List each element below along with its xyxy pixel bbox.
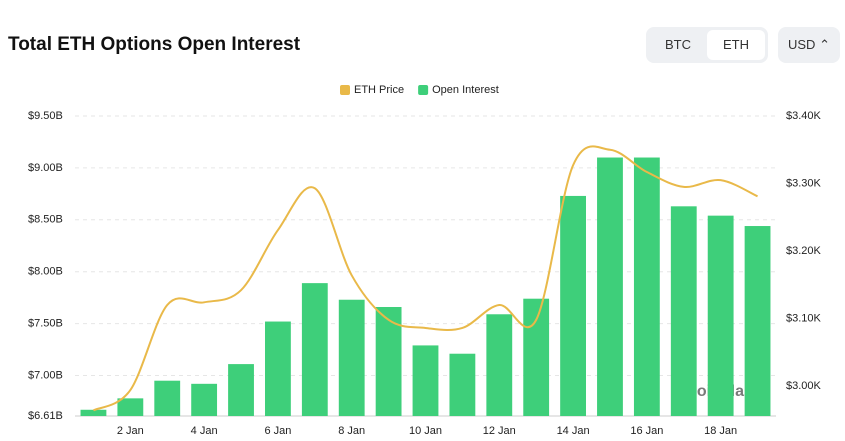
x-tick-label: 16 Jan bbox=[630, 425, 663, 437]
currency-select[interactable]: USD ⌃ bbox=[778, 27, 840, 63]
bar bbox=[412, 345, 439, 416]
y-tick-label: $9.00B bbox=[28, 162, 63, 174]
bar bbox=[301, 283, 328, 416]
y-tick-label: $7.00B bbox=[28, 369, 63, 381]
bar bbox=[338, 299, 365, 416]
y-tick-label: $8.50B bbox=[28, 214, 63, 226]
bar bbox=[560, 195, 586, 416]
bar bbox=[191, 383, 218, 416]
x-tick-label: 18 Jan bbox=[704, 425, 737, 437]
bar bbox=[375, 307, 402, 416]
currency: USD bbox=[788, 37, 816, 52]
bar bbox=[597, 157, 623, 416]
x-tick-label: 10 Jan bbox=[409, 425, 442, 437]
bar bbox=[744, 226, 771, 416]
tab[interactable]: BTC bbox=[665, 37, 691, 52]
x-tick-label: 14 Jan bbox=[557, 425, 590, 437]
y2-tick-label: $3.40K bbox=[786, 110, 822, 122]
bar bbox=[633, 157, 660, 416]
y-tick-label: $9.50B bbox=[28, 110, 63, 122]
y2-tick-label: $3.00K bbox=[786, 380, 822, 392]
y-tick-label: $8.00B bbox=[28, 266, 63, 278]
legend-swatch bbox=[418, 85, 429, 95]
y-tick-label: $6.61B bbox=[28, 410, 63, 422]
legend-label: Open Interest bbox=[432, 84, 499, 96]
bar bbox=[486, 314, 513, 416]
bar bbox=[449, 353, 476, 416]
tab[interactable]: ETH bbox=[707, 30, 765, 60]
x-tick-label: 8 Jan bbox=[338, 425, 365, 437]
y2-tick-label: $3.10K bbox=[786, 312, 822, 324]
x-tick-label: 2 Jan bbox=[117, 425, 144, 437]
bar bbox=[265, 321, 291, 416]
price-line bbox=[92, 145, 758, 412]
y2-tick-label: $3.20K bbox=[786, 245, 822, 257]
legend-label: ETH Price bbox=[354, 84, 404, 96]
bar bbox=[523, 298, 550, 416]
bar bbox=[154, 380, 181, 416]
y2-tick-label: $3.30K bbox=[786, 177, 822, 189]
title: Total ETH Options Open Interest bbox=[8, 34, 301, 55]
bar bbox=[670, 206, 697, 416]
x-tick-label: 6 Jan bbox=[264, 425, 291, 437]
bar bbox=[707, 215, 734, 416]
legend-swatch bbox=[340, 85, 350, 95]
bar bbox=[117, 398, 144, 416]
bar bbox=[228, 364, 254, 416]
x-tick-label: 12 Jan bbox=[483, 425, 516, 437]
tab-group: BTC ETH bbox=[646, 27, 768, 63]
x-tick-label: 4 Jan bbox=[191, 425, 218, 437]
bar bbox=[80, 409, 107, 416]
y-tick-label: $7.50B bbox=[28, 318, 63, 330]
